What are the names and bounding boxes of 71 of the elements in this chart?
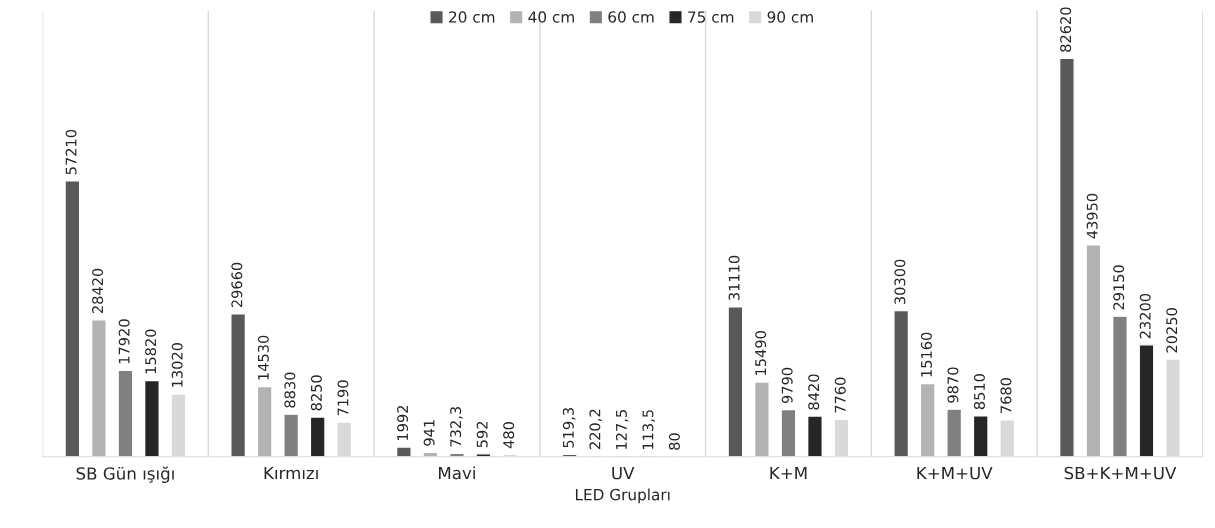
data-label: 220,2	[589, 409, 602, 450]
bar	[946, 408, 963, 457]
data-label: 113,5	[642, 410, 655, 450]
legend-label: 20 cm	[449, 11, 495, 23]
bar	[893, 309, 910, 457]
x-tick-label: SB+K+M+UV	[1064, 466, 1177, 480]
x-tick-label: SB Gün ışığı	[76, 466, 174, 483]
bar	[1058, 57, 1075, 457]
data-label: 519,3	[562, 408, 576, 448]
bar	[727, 306, 744, 457]
x-axis-title: LED Grupları	[575, 488, 670, 504]
data-label: 1992	[397, 405, 409, 440]
data-label: 82620	[1060, 7, 1072, 52]
legend-label: 90 cm	[767, 11, 813, 23]
bar	[230, 313, 247, 457]
data-label: 8510	[973, 373, 985, 410]
data-label: 57210	[65, 129, 77, 175]
data-label: 7680	[1000, 377, 1012, 413]
bar	[117, 369, 134, 457]
bar	[1138, 344, 1155, 457]
data-label: 7190	[337, 380, 349, 416]
data-label: 7760	[834, 377, 846, 413]
data-label: 9870	[947, 367, 959, 403]
data-label: 8420	[808, 374, 820, 410]
bar	[309, 416, 326, 457]
x-tick-label: K+M+UV	[917, 466, 993, 480]
bar	[1085, 244, 1102, 457]
data-label: 8830	[284, 372, 296, 408]
bar	[753, 381, 770, 457]
x-tick-label: UV	[612, 466, 635, 480]
data-label: 8250	[310, 375, 322, 411]
data-label: 14530	[257, 335, 269, 380]
bar	[256, 385, 273, 457]
data-label: 480	[503, 421, 515, 449]
data-label: 15490	[755, 331, 767, 375]
data-label: 43950	[1086, 193, 1098, 239]
data-label: 20250	[1166, 308, 1178, 353]
x-tick-label: Mavi	[439, 466, 475, 480]
data-label: 31110	[728, 255, 740, 301]
data-label: 13020	[171, 342, 183, 387]
data-label: 23200	[1139, 293, 1151, 339]
bar	[395, 446, 412, 457]
data-label: 732,3	[450, 407, 463, 447]
data-label: 9790	[781, 367, 793, 404]
bar	[90, 318, 107, 457]
data-label: 15820	[145, 329, 157, 374]
data-label: 28420	[92, 268, 104, 314]
x-tick-label: Kırmızı	[264, 466, 318, 480]
data-label: 29660	[231, 262, 243, 308]
legend-label: 40 cm	[528, 11, 574, 23]
bar	[283, 413, 300, 457]
bar	[448, 452, 465, 457]
data-label: 29150	[1113, 265, 1125, 310]
bar	[806, 415, 823, 457]
data-label: 80	[668, 433, 680, 450]
data-label: 17920	[118, 319, 130, 364]
legend-label: 60 cm	[608, 11, 654, 23]
bar	[780, 408, 797, 457]
bar	[422, 451, 439, 457]
bar	[972, 414, 989, 457]
data-label: 592	[476, 421, 488, 448]
data-label: 15160	[920, 332, 932, 377]
x-tick-label: K+M	[770, 466, 807, 480]
data-label: 127,5	[615, 410, 629, 449]
data-label: 30300	[894, 259, 906, 304]
bar	[64, 180, 81, 457]
bar	[143, 379, 160, 457]
bar	[1111, 315, 1128, 457]
data-label: 941	[423, 420, 435, 446]
bar	[919, 382, 936, 457]
legend-label: 75 cm	[688, 11, 734, 23]
